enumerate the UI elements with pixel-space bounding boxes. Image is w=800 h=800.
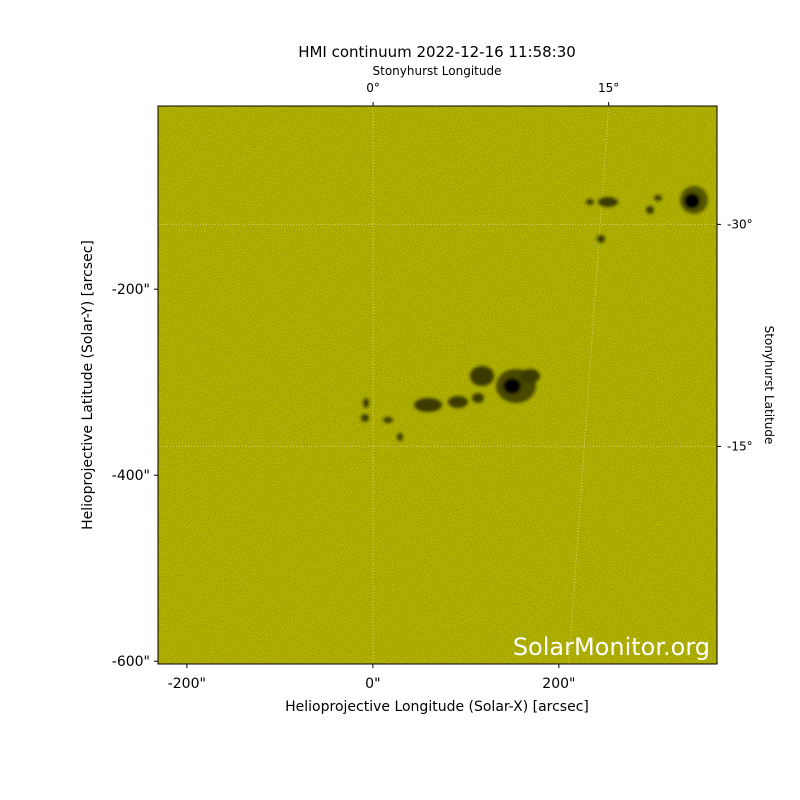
y-axis-label: Helioprojective Latitude (Solar-Y) [arcs… (80, 240, 96, 530)
top-tick-label: 15° (598, 81, 619, 95)
top-axis-label: Stonyhurst Longitude (373, 64, 502, 78)
top-tick-label: 0° (366, 81, 380, 95)
chart-title: HMI continuum 2022-12-16 11:58:30 (298, 43, 576, 61)
right-tick-label: -30° (727, 217, 753, 231)
x-axis-label: Helioprojective Longitude (Solar-X) [arc… (285, 699, 589, 715)
y-tick-label: -200" (112, 282, 150, 298)
sunspots (361, 186, 708, 441)
x-tick-label: 0" (365, 676, 380, 692)
y-tick-label: -400" (112, 468, 150, 484)
x-tick-label: -200" (168, 676, 206, 692)
watermark: SolarMonitor.org (513, 633, 710, 661)
plot-frame (157, 105, 718, 665)
image-texture (158, 106, 717, 664)
x-tick-label: 200" (542, 676, 575, 692)
y-tick-label: -600" (112, 654, 150, 670)
right-tick-label: -15° (727, 439, 753, 453)
right-axis-label: Stonyhurst Latitude (762, 326, 776, 445)
